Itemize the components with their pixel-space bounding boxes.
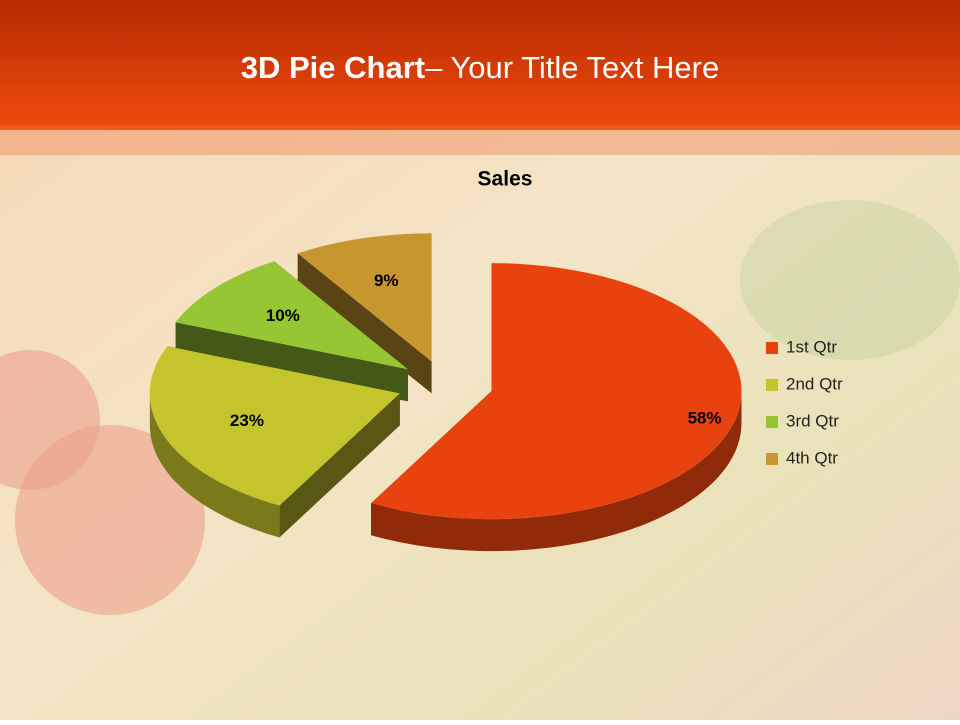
- legend-label: 3rd Qtr: [786, 411, 839, 430]
- legend-swatch: [766, 379, 778, 391]
- slice-side: [371, 391, 742, 552]
- title-bold: 3D Pie Chart: [241, 50, 425, 85]
- slice: [297, 233, 432, 362]
- slice: [149, 346, 400, 506]
- decor: [15, 425, 205, 615]
- data-label: 23%: [230, 411, 264, 430]
- legend-swatch: [766, 342, 778, 354]
- header-fade: [0, 125, 960, 155]
- legend: 1st Qtr 2nd Qtr 3rd Qtr 4th Qtr: [766, 337, 843, 467]
- slice: [175, 261, 409, 370]
- slide-title: 3D Pie Chart– Your Title Text Here: [241, 50, 719, 85]
- legend-label: 4th Qtr: [786, 448, 838, 467]
- legend-swatch: [766, 416, 778, 428]
- data-label: 10%: [266, 306, 300, 325]
- slice-side: [149, 393, 280, 538]
- slice: 10%: [175, 261, 409, 402]
- legend-swatch: [766, 453, 778, 465]
- slice: 9%: [297, 233, 432, 394]
- title-rest: – Your Title Text Here: [425, 50, 719, 85]
- legend-label: 1st Qtr: [786, 337, 837, 356]
- slice-side: [279, 393, 400, 538]
- slice: [371, 263, 742, 520]
- slice-side: [297, 253, 432, 394]
- data-label: 58%: [688, 409, 722, 428]
- pie: 9% 10% 58% 23%: [149, 233, 742, 552]
- slice-side: [175, 322, 409, 402]
- slice: 58%: [371, 263, 742, 552]
- decor: [740, 200, 960, 360]
- chart-title: Sales: [478, 168, 533, 191]
- slice: 23%: [149, 346, 400, 538]
- data-label: 9%: [374, 271, 399, 290]
- header: [0, 0, 960, 130]
- legend-label: 2nd Qtr: [786, 374, 843, 393]
